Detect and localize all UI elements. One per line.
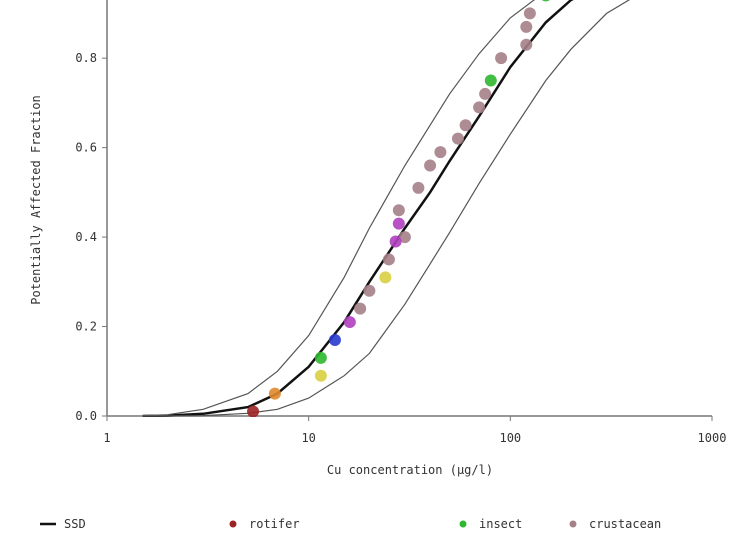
legend-swatch bbox=[569, 520, 577, 528]
data-point bbox=[520, 20, 533, 33]
legend-label: SSD bbox=[64, 517, 86, 531]
data-point bbox=[541, 0, 550, 2]
data-point bbox=[479, 87, 492, 100]
y-tick-label: 0.6 bbox=[75, 141, 97, 155]
data-point bbox=[379, 271, 392, 284]
legend-swatch bbox=[229, 520, 237, 528]
data-point bbox=[434, 146, 447, 159]
data-point bbox=[392, 217, 405, 230]
data-point bbox=[484, 74, 497, 87]
data-point bbox=[314, 351, 327, 364]
y-tick-label: 0.0 bbox=[75, 409, 97, 423]
data-point bbox=[247, 405, 260, 417]
data-point bbox=[314, 369, 327, 382]
data-point bbox=[459, 119, 472, 132]
y-tick-label: 0.2 bbox=[75, 320, 97, 334]
series-line bbox=[142, 0, 574, 417]
x-tick-label: 1 bbox=[103, 431, 110, 445]
series-line bbox=[142, 0, 536, 417]
series-line bbox=[142, 0, 631, 417]
legend-swatch bbox=[459, 520, 467, 528]
x-tick-label: 10 bbox=[301, 431, 315, 445]
plot-area bbox=[142, 0, 631, 417]
x-tick-label: 100 bbox=[499, 431, 521, 445]
y-tick-label: 0.4 bbox=[75, 230, 97, 244]
data-point bbox=[473, 101, 486, 114]
data-point bbox=[363, 284, 376, 297]
data-point bbox=[398, 231, 411, 244]
data-point bbox=[424, 159, 437, 172]
data-point bbox=[382, 253, 395, 266]
data-point bbox=[451, 132, 464, 145]
x-tick-label: 1000 bbox=[698, 431, 727, 445]
data-point bbox=[495, 52, 508, 65]
y-tick-label: 0.8 bbox=[75, 51, 97, 65]
legend-label: insect bbox=[479, 517, 522, 531]
data-point bbox=[412, 181, 425, 194]
data-point bbox=[328, 333, 341, 346]
data-point bbox=[392, 204, 405, 217]
y-axis-label: Potentially Affected Fraction bbox=[29, 95, 43, 305]
data-point bbox=[523, 7, 536, 20]
legend-label: crustacean bbox=[589, 517, 661, 531]
data-point bbox=[389, 235, 402, 248]
data-point bbox=[268, 387, 281, 400]
legend-label: rotifer bbox=[249, 517, 300, 531]
data-point bbox=[354, 302, 367, 315]
data-point bbox=[343, 316, 356, 329]
data-point bbox=[520, 38, 533, 51]
x-axis-label: Cu concentration (µg/l) bbox=[327, 463, 493, 477]
